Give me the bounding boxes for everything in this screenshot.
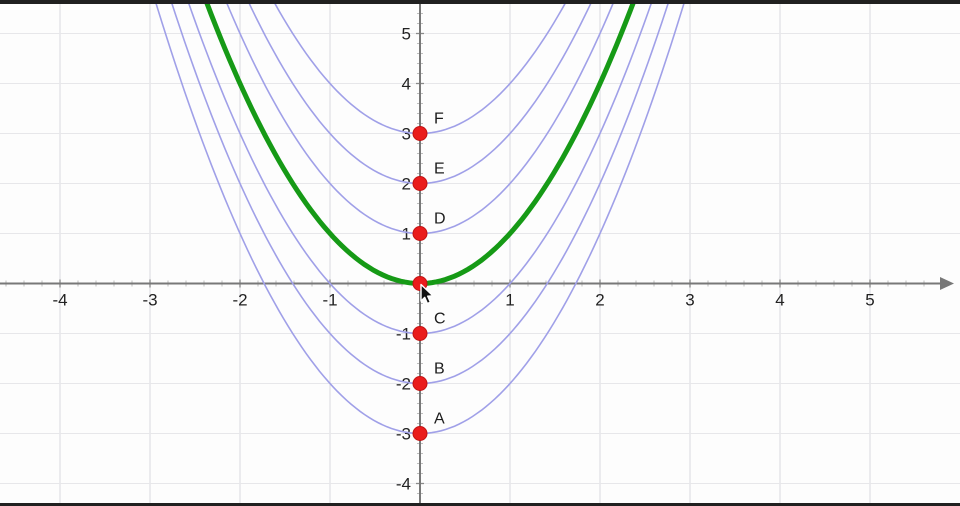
- parabola-c-plus1[interactable]: [0, 0, 960, 235]
- parabola-main[interactable]: [0, 0, 960, 287]
- parabola-c-minus2[interactable]: [0, 0, 960, 385]
- point-label: B: [434, 361, 445, 378]
- y-axis-tick-label: 4: [402, 75, 411, 94]
- x-axis-tick-label: 1: [505, 291, 514, 310]
- parabola-c-minus1[interactable]: [0, 0, 960, 335]
- x-axis-tick-label: -1: [322, 291, 337, 310]
- point-A[interactable]: [412, 426, 428, 441]
- x-axis-tick-label: -4: [52, 291, 67, 310]
- y-axis-tick-label: -2: [396, 375, 411, 394]
- point-label: E: [434, 161, 445, 178]
- y-axis-tick-label: 1: [402, 225, 411, 244]
- point-E[interactable]: [412, 176, 428, 191]
- x-axis-tick-label: 2: [595, 291, 604, 310]
- y-axis-tick-label: 2: [402, 175, 411, 194]
- point-label: D: [434, 211, 446, 228]
- y-axis-tick-label: -1: [396, 325, 411, 344]
- x-axis-tick-label: 5: [865, 291, 874, 310]
- x-axis-tick-label: -2: [232, 291, 247, 310]
- point-label: F: [434, 111, 444, 128]
- point-C[interactable]: [412, 326, 428, 341]
- x-axis-tick-label: -3: [142, 291, 157, 310]
- y-axis-tick-label: 3: [402, 125, 411, 144]
- x-axis-arrowhead-icon: [940, 277, 954, 290]
- parabola-c-plus3[interactable]: [0, 0, 960, 135]
- y-axis-tick-label: -4: [396, 475, 411, 494]
- point-D[interactable]: [412, 226, 428, 241]
- point-F[interactable]: [412, 126, 428, 141]
- point-label: A: [434, 411, 445, 428]
- mouse-cursor-icon: [420, 283, 434, 305]
- x-axis-tick-label: 3: [685, 291, 694, 310]
- x-axis-tick-label: 4: [775, 291, 784, 310]
- bottom-edge-bar: [0, 503, 960, 506]
- parabola-c-plus2[interactable]: [0, 0, 960, 185]
- parabola-c-minus3[interactable]: [0, 0, 960, 435]
- y-axis-tick-label: -3: [396, 425, 411, 444]
- top-edge-bar: [0, 0, 960, 4]
- point-B[interactable]: [412, 376, 428, 391]
- point-label: C: [434, 311, 446, 328]
- y-axis-tick-label: 5: [402, 25, 411, 44]
